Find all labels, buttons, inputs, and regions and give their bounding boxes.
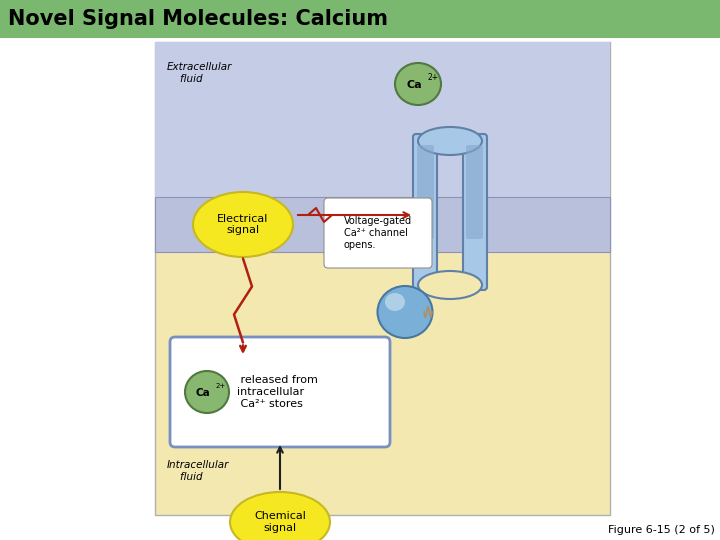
FancyBboxPatch shape: [155, 197, 610, 252]
FancyBboxPatch shape: [466, 145, 483, 239]
Text: Intracellular
    fluid: Intracellular fluid: [167, 460, 230, 482]
Text: Voltage-gated
Ca²⁺ channel
opens.: Voltage-gated Ca²⁺ channel opens.: [344, 217, 412, 249]
FancyBboxPatch shape: [324, 198, 432, 268]
Text: Ca: Ca: [196, 388, 210, 398]
Ellipse shape: [418, 127, 482, 155]
Ellipse shape: [418, 271, 482, 299]
FancyBboxPatch shape: [170, 337, 390, 447]
FancyBboxPatch shape: [413, 134, 437, 290]
Text: Figure 6-15 (2 of 5): Figure 6-15 (2 of 5): [608, 525, 715, 535]
Ellipse shape: [385, 293, 405, 311]
FancyBboxPatch shape: [0, 0, 720, 38]
FancyBboxPatch shape: [463, 134, 487, 290]
FancyBboxPatch shape: [155, 42, 610, 197]
FancyBboxPatch shape: [417, 145, 434, 239]
Text: Ca: Ca: [406, 80, 422, 90]
Ellipse shape: [395, 63, 441, 105]
Text: Extracellular
    fluid: Extracellular fluid: [167, 62, 233, 84]
Ellipse shape: [230, 492, 330, 540]
Text: Chemical
signal: Chemical signal: [254, 511, 306, 533]
Ellipse shape: [377, 286, 433, 338]
FancyBboxPatch shape: [155, 42, 610, 515]
Ellipse shape: [185, 371, 229, 413]
Text: 2+: 2+: [216, 383, 226, 389]
Text: 2+: 2+: [428, 73, 439, 83]
Text: Electrical
signal: Electrical signal: [217, 214, 269, 235]
Text: released from
intracellular
 Ca²⁺ stores: released from intracellular Ca²⁺ stores: [237, 375, 318, 409]
Text: Novel Signal Molecules: Calcium: Novel Signal Molecules: Calcium: [8, 9, 388, 29]
Ellipse shape: [193, 192, 293, 257]
